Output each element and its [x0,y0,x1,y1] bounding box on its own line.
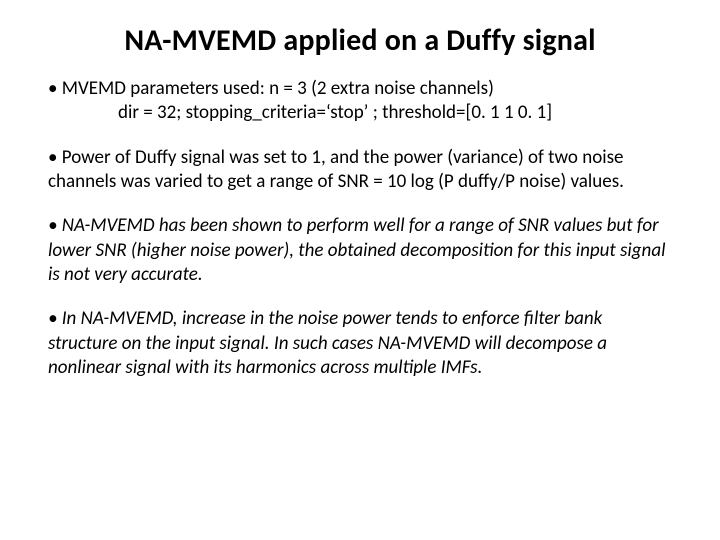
slide-container: NA-MVEMD applied on a Duffy signal • MVE… [0,0,720,540]
bullet-4: • In NA-MVEMD, increase in the noise pow… [48,307,672,380]
bullet-1: • MVEMD parameters used: n = 3 (2 extra … [48,77,672,126]
bullet-1-line1: • MVEMD parameters used: n = 3 (2 extra … [48,77,494,100]
bullet-1-line2: dir = 32; stopping_criteria=‘stop’ ; thr… [48,101,672,125]
bullet-list: • MVEMD parameters used: n = 3 (2 extra … [48,77,672,380]
bullet-3: • NA-MVEMD has been shown to perform wel… [48,214,672,287]
bullet-2: • Power of Duffy signal was set to 1, an… [48,146,672,195]
slide-title: NA-MVEMD applied on a Duffy signal [48,22,672,59]
